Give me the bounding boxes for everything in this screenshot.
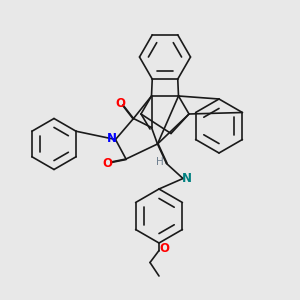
Text: H: H (156, 157, 164, 167)
Text: O: O (159, 242, 170, 256)
Text: O: O (116, 97, 126, 110)
Text: O: O (102, 157, 112, 170)
Text: N: N (107, 132, 117, 146)
Text: N: N (182, 172, 192, 185)
